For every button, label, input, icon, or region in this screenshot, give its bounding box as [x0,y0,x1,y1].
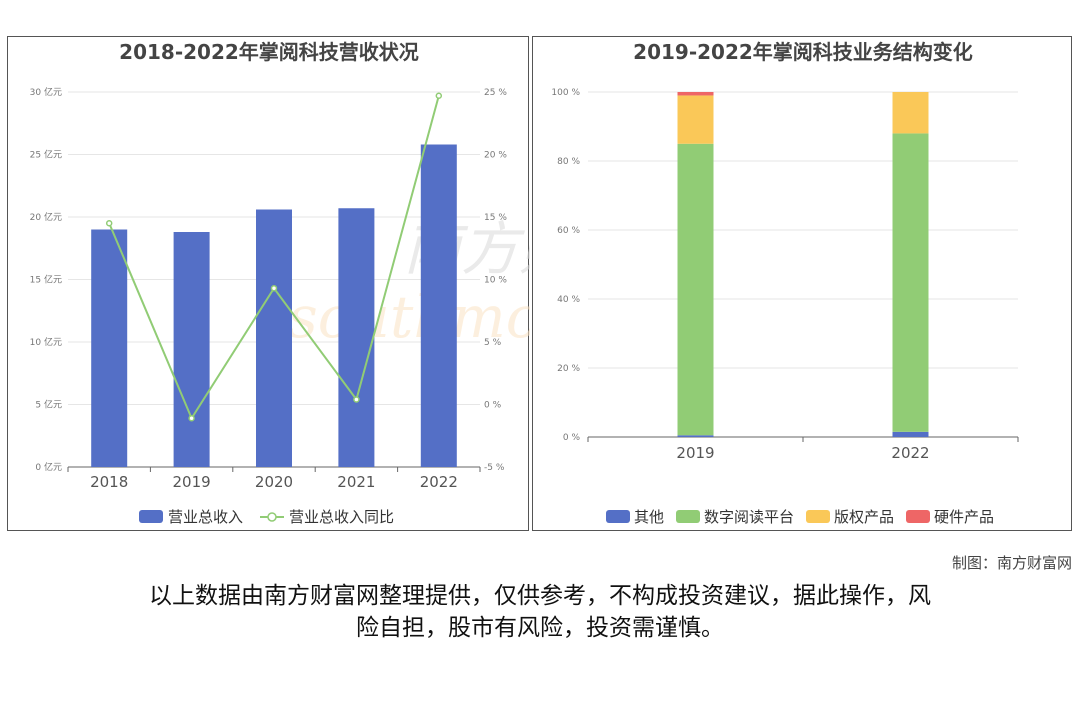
y-right-tick-label: 25 % [484,88,507,98]
stack-segment [677,95,714,144]
yoy-point [105,220,113,227]
legend-swatch [806,510,830,523]
yoy-point [435,92,443,99]
yoy-point [353,396,360,403]
y-left-tick-label: 0 亿元 [35,461,62,473]
watermark: 南方财富网southmoney.com [288,215,530,351]
chart-credit: 制图：南方财富网 [951,554,1072,572]
legend-swatch [606,510,630,523]
stack-segment [892,133,929,432]
x-tick-label: 2019 [173,473,211,491]
y-tick-label: 80 % [557,157,580,167]
bar [420,144,457,467]
y-right-tick-label: 10 % [484,276,507,286]
business-structure-chart: 2019-2022年掌阅科技业务结构变化 0 % 20 % 40 % 60 % 80 % 1… [551,40,1019,526]
y-left-tick-label: 20 亿元 [30,211,62,223]
stack-segment [677,143,714,436]
stack-segment [677,92,714,96]
stack-segment [892,431,929,437]
revenue-chart-panel: 2018-2022年掌阅科技营收状况南方财富网southmoney.com 0 亿… [7,36,530,531]
legend-swatch [676,510,700,523]
legend-label-revenue: 营业总收入 [168,508,243,526]
bar [338,208,375,467]
legend-swatch [906,510,930,523]
legend-marker-yoy [267,512,277,522]
chart-title: 2019-2022年掌阅科技业务结构变化 [633,40,973,64]
yoy-point [270,285,278,292]
chart-title: 2018-2022年掌阅科技营收状况 [119,40,419,64]
legend-label: 版权产品 [834,508,894,526]
yoy-point [188,415,195,422]
disclaimer: 以上数据由南方财富网整理提供，仅供参考，不构成投资建议，据此操作，风 险自担，股… [0,580,1080,644]
x-tick-label: 2022 [891,444,929,462]
watermark-en: southmoney.com [288,283,530,351]
bar [173,232,210,467]
business-structure-chart-panel: 2019-2022年掌阅科技业务结构变化 0 % 20 % 40 % 60 % 80 % 1… [532,36,1072,531]
legend-label: 硬件产品 [934,508,994,526]
bar [91,229,128,467]
y-left-tick-label: 25 亿元 [30,149,62,161]
disclaimer-line-2: 险自担，股市有风险，投资需谨慎。 [356,615,724,641]
y-tick-label: 40 % [557,295,580,305]
y-tick-label: 100 % [551,88,580,98]
y-left-tick-label: 5 亿元 [35,399,62,411]
y-left-tick-label: 10 亿元 [30,336,62,348]
stack-segment [892,92,929,134]
revenue-chart: 2018-2022年掌阅科技营收状况南方财富网southmoney.com 0 亿… [30,40,530,526]
legend-label: 其他 [634,508,664,526]
legend-swatch-revenue [139,510,163,523]
x-tick-label: 2019 [676,444,714,462]
x-tick-label: 2022 [420,473,458,491]
y-left-tick-label: 15 亿元 [30,274,62,286]
y-right-tick-label: 5 % [484,338,502,348]
y-right-tick-label: -5 % [484,463,505,473]
legend-label: 数字阅读平台 [704,508,794,526]
stack-segment [677,435,714,437]
y-right-tick-label: 15 % [484,213,507,223]
x-tick-label: 2021 [337,473,375,491]
y-right-tick-label: 0 % [484,401,502,411]
y-left-tick-label: 30 亿元 [30,86,62,98]
bar [256,209,292,467]
x-tick-label: 2018 [90,473,128,491]
disclaimer-line-1: 以上数据由南方财富网整理提供，仅供参考，不构成投资建议，据此操作，风 [149,583,931,609]
y-tick-label: 0 % [563,433,581,443]
legend-label-yoy: 营业总收入同比 [289,508,394,526]
y-tick-label: 60 % [557,226,580,236]
y-tick-label: 20 % [557,364,580,374]
x-tick-label: 2020 [255,473,293,491]
y-right-tick-label: 20 % [484,151,507,161]
